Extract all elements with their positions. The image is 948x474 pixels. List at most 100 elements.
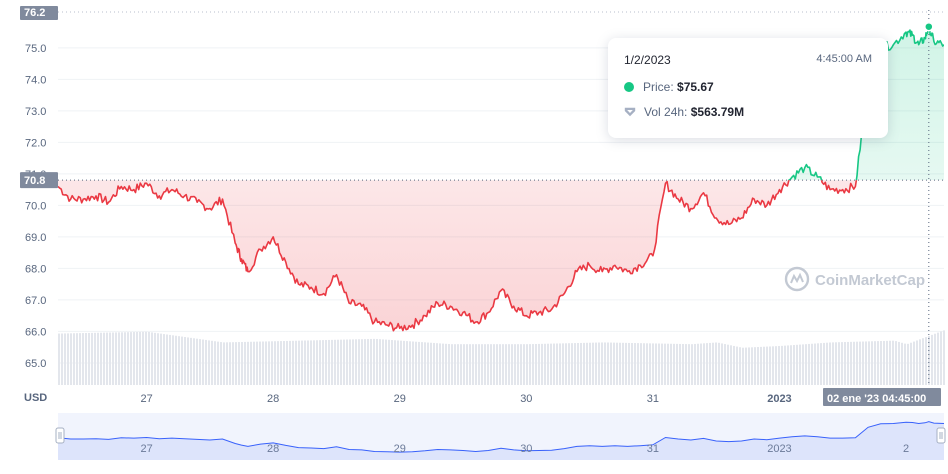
volume-bar [340,339,342,385]
volume-bar [664,343,666,385]
navigator-area [58,421,944,460]
volume-bar [601,342,603,385]
navigator-left-handle[interactable] [55,427,65,444]
axis-flags: 70.8 76.2 02 ene '23 04:45:00 [20,6,941,406]
volume-bar [343,339,345,385]
volume-bar [661,343,663,385]
volume-bar [733,345,735,385]
volume-bar [694,343,696,385]
y-tick-label: 75.0 [25,43,46,55]
volume-bar [499,344,501,385]
volume-bar [256,341,258,385]
volume-bar [592,342,594,385]
navigator[interactable]: 27 28 29 30 31 2023 2 [55,413,946,460]
volume-bar [532,344,534,385]
volume-bar [415,341,417,385]
volume-bar [424,342,426,385]
volume-bar [544,343,546,385]
volume-bar [925,337,927,385]
volume-bar [274,341,276,385]
volume-bar [430,342,432,385]
volume-bar [685,344,687,385]
volume-bar [169,334,171,385]
volume-bar [61,333,63,385]
volume-bar [226,342,228,385]
volume-bar [193,338,195,385]
navigator-tick-label: 30 [520,443,532,455]
volume-bars [58,330,945,385]
volume-bar [934,333,936,385]
volume-bar [757,347,759,385]
volume-bar [862,341,864,385]
volume-bar [712,342,714,385]
volume-bar [613,342,615,385]
volume-bar [781,345,783,385]
crosshair-time-flag-bg [823,388,941,406]
volume-bar [406,341,408,385]
volume-bar [892,340,894,385]
volume-bar [556,343,558,385]
x-tick-label: 31 [647,393,659,405]
volume-bar [124,332,126,385]
volume-bar [283,341,285,385]
volume-bar [931,334,933,385]
volume-bar [331,339,333,385]
volume-bar [691,344,693,385]
tooltip-price-row: Price: $75.67 [624,80,872,94]
price-lines [58,23,944,332]
volume-bar [364,339,366,385]
volume-bar [157,333,159,385]
volume-bar [460,344,462,385]
volume-bar [97,332,99,385]
area-fill-red [58,180,857,331]
volume-bar [202,339,204,385]
volume-bar [181,336,183,385]
volume-bar [325,340,327,385]
volume-bar [631,342,633,385]
volume-bar [874,341,876,385]
reference-price-flag: 70.8 [20,172,58,189]
volume-bar [445,343,447,385]
navigator-tick-label: 27 [140,443,152,455]
current-price-flag-bg [20,6,58,20]
volume-bar [739,347,741,385]
volume-bar [622,342,624,385]
volume-bar [355,339,357,385]
volume-bar [397,340,399,385]
tooltip-price-value: $75.67 [677,80,714,94]
volume-bar [58,333,60,385]
volume-bar [262,341,264,385]
volume-bar [742,347,744,385]
volume-bar [553,343,555,385]
volume-bar [856,341,858,385]
volume-bar [814,343,816,385]
navigator-right-handle[interactable] [936,427,946,444]
volume-bar [658,343,660,385]
volume-bar [487,344,489,385]
volume-bar [832,342,834,385]
volume-bar [493,344,495,385]
price-dot-icon [624,82,634,92]
volume-bar [472,344,474,385]
volume-bar [322,340,324,385]
current-price-flag: 76.2 [20,6,58,20]
volume-bar [490,344,492,385]
crosshair-point [924,21,934,32]
volume-bar [730,345,732,385]
volume-bar [475,344,477,385]
volume-bar [91,332,93,385]
volume-bar [835,342,837,385]
price-area [58,24,944,331]
volume-bar [604,342,606,385]
volume-bar [535,343,537,385]
volume-bar [937,332,939,385]
volume-bar [727,344,729,385]
volume-bar [64,333,66,385]
volume-bar [508,344,510,385]
volume-bar [517,344,519,385]
volume-bar [418,341,420,385]
volume-bar [790,345,792,385]
volume-bar [394,340,396,385]
volume-bar [754,347,756,385]
